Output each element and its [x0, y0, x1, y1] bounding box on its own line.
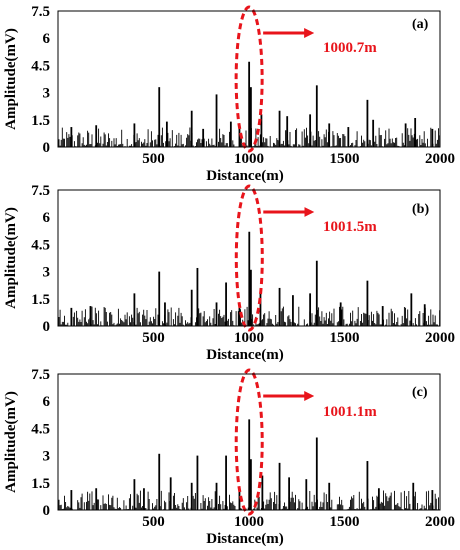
x-axis-label: Distance(m): [206, 347, 283, 363]
x-axis-label: Distance(m): [206, 168, 283, 184]
y-tick-label: 0: [43, 503, 51, 519]
x-tick-labels: 500 1000 1500 2000: [142, 514, 455, 530]
y-axis-label: Amplitude(mV): [3, 391, 19, 493]
y-tick-labels: 0 1.5 3 4.5 6 7.5: [31, 367, 50, 519]
panel-label: (a): [412, 17, 429, 32]
panel-c: Amplitude(mV) 0 1.5 3 4.5 6 7.5 500 1000…: [3, 367, 455, 547]
y-tick-label: 3: [43, 86, 51, 102]
y-tick-label: 3: [43, 449, 51, 465]
y-tick-label: 7.5: [31, 183, 50, 199]
y-tick-label: 1.5: [31, 476, 50, 492]
signal-trace: [58, 61, 441, 147]
plot-frame: [57, 189, 441, 327]
x-tick-label: 2000: [425, 330, 455, 346]
x-tick-label: 2000: [425, 514, 455, 530]
annotation-text: 1000.7m: [323, 40, 377, 56]
y-tick-labels: 0 1.5 3 4.5 6 7.5: [31, 4, 50, 156]
plot-frame: [57, 373, 441, 511]
x-tick-label: 1000: [234, 514, 264, 530]
x-tick-label: 500: [142, 330, 165, 346]
y-tick-label: 0: [43, 319, 51, 335]
y-tick-label: 1.5: [31, 113, 50, 129]
panel-a: Amplitude(mV) 0 1.5 3 4.5 6 7.5 500 1000…: [3, 4, 455, 184]
x-tick-label: 1500: [330, 330, 360, 346]
y-axis-label: Amplitude(mV): [3, 207, 19, 309]
x-tick-labels: 500 1000 1500 2000: [142, 151, 455, 167]
panel-label: (c): [412, 385, 428, 400]
y-tick-label: 0: [43, 140, 51, 156]
y-tick-label: 7.5: [31, 367, 50, 383]
noise-trace: [58, 306, 441, 326]
signal-trace: [58, 231, 441, 326]
x-tick-label: 1500: [330, 514, 360, 530]
x-tick-label: 500: [142, 151, 165, 167]
y-tick-label: 3: [43, 265, 51, 281]
panel-b: Amplitude(mV) 0 1.5 3 4.5 6 7.5 500 1000…: [3, 183, 455, 363]
annotation-text: 1001.1m: [323, 404, 377, 420]
x-tick-label: 2000: [425, 151, 455, 167]
panel-label: (b): [412, 202, 429, 217]
y-tick-label: 6: [43, 394, 51, 410]
annotation-text: 1001.5m: [323, 219, 377, 235]
x-tick-label: 1000: [234, 330, 264, 346]
x-tick-labels: 500 1000 1500 2000: [142, 330, 455, 346]
y-tick-label: 4.5: [31, 237, 50, 253]
x-tick-label: 1500: [330, 151, 360, 167]
highlight-ellipse: [234, 184, 264, 332]
highlight-ellipse: [234, 5, 264, 153]
y-tick-label: 7.5: [31, 4, 50, 20]
y-tick-label: 6: [43, 210, 51, 226]
y-tick-label: 4.5: [31, 421, 50, 437]
y-axis-label: Amplitude(mV): [3, 28, 19, 130]
y-tick-label: 6: [43, 31, 51, 47]
signal-trace: [58, 419, 441, 510]
y-tick-labels: 0 1.5 3 4.5 6 7.5: [31, 183, 50, 335]
plot-frame: [57, 10, 441, 148]
highlight-ellipse: [234, 368, 264, 516]
x-axis-label: Distance(m): [206, 531, 283, 547]
x-tick-label: 500: [142, 514, 165, 530]
y-tick-label: 4.5: [31, 58, 50, 74]
y-tick-label: 1.5: [31, 292, 50, 308]
x-tick-label: 1000: [234, 151, 264, 167]
